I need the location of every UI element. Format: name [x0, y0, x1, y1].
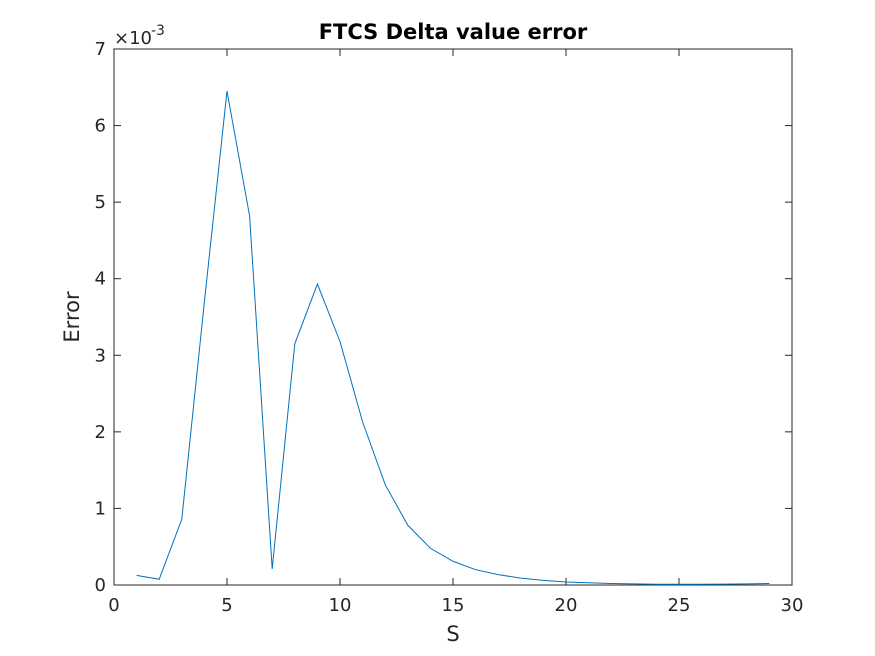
- x-tick-label: 5: [221, 595, 232, 616]
- y-tick-label: 3: [95, 345, 106, 366]
- x-tick-label: 25: [668, 595, 691, 616]
- plot-area: [113, 48, 793, 586]
- y-tick-label: 7: [95, 39, 106, 60]
- y-axis-label: Error: [60, 291, 84, 343]
- axes-box: [113, 48, 793, 586]
- x-tick-label: 0: [108, 595, 119, 616]
- y-tick-label: 1: [95, 498, 106, 519]
- x-tick-label: 30: [781, 595, 804, 616]
- data-series: [136, 91, 770, 585]
- y-tick-label: 4: [95, 269, 106, 290]
- y-tick-label: 6: [95, 116, 106, 137]
- x-tick-label: 20: [555, 595, 578, 616]
- y-exponent-power: -3: [151, 23, 165, 39]
- chart-title: FTCS Delta value error: [319, 20, 588, 44]
- y-tick-label: 0: [95, 575, 106, 596]
- x-tick-label: 10: [329, 595, 352, 616]
- x-axis-label: S: [446, 622, 459, 646]
- x-tick-label: 15: [442, 595, 465, 616]
- series-line: [136, 91, 770, 585]
- y-tick-label: 2: [95, 422, 106, 443]
- y-exponent-base: ×10: [114, 28, 152, 49]
- y-tick-label: 5: [95, 192, 106, 213]
- axis-ticks: 0 5 10 15 20 25 30 0 1 2 3 4 5 6 7: [95, 39, 804, 616]
